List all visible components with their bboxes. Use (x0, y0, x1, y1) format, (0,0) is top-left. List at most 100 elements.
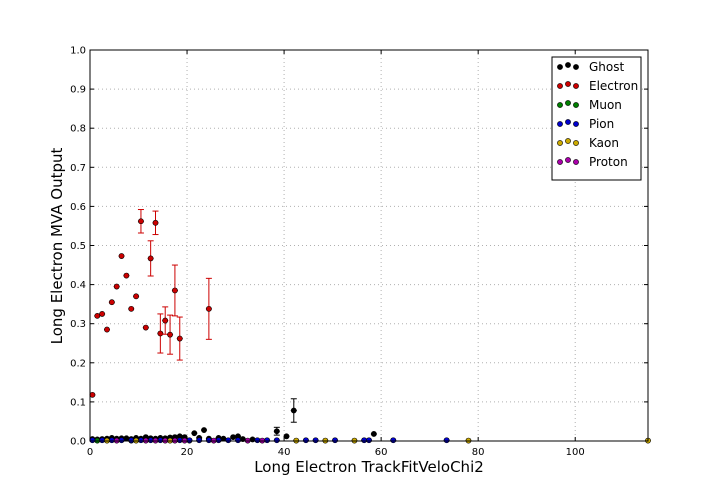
y-tick-label: 0.4 (70, 280, 86, 291)
legend-marker (573, 64, 579, 70)
data-point (147, 437, 154, 444)
y-tick-label: 0.8 (70, 124, 86, 135)
data-point (142, 324, 149, 331)
legend-marker (565, 62, 571, 68)
data-point (225, 437, 232, 444)
data-point (128, 305, 135, 312)
legend-item-ghost: Ghost (557, 60, 624, 74)
plot-frame (89, 49, 649, 442)
data-point (273, 428, 280, 435)
y-tick-label: 0.3 (70, 319, 86, 330)
y-tick-label: 0.2 (70, 358, 86, 369)
data-point (215, 437, 222, 444)
data-point (138, 437, 144, 444)
legend-marker (565, 119, 571, 125)
data-point (191, 430, 198, 437)
legend-marker (557, 159, 563, 165)
legend-marker (565, 157, 571, 163)
data-point (273, 437, 280, 444)
data-point (172, 287, 178, 294)
data-point (235, 437, 241, 444)
data-point (201, 427, 207, 433)
data-point (303, 437, 309, 444)
data-point (312, 437, 319, 444)
legend-label: Kaon (589, 136, 619, 150)
data-point (283, 433, 290, 440)
legend-marker (573, 121, 579, 127)
x-tick-label: 80 (472, 447, 485, 458)
legend-marker (557, 140, 563, 146)
data-point (254, 437, 261, 444)
data-point (118, 253, 125, 259)
data-point (104, 326, 110, 333)
legend-marker (565, 81, 571, 87)
data-point (205, 305, 212, 312)
legend-label: Electron (589, 79, 638, 93)
series-electron (89, 209, 212, 398)
y-tick-label: 1.0 (70, 46, 86, 57)
y-tick-label: 0.1 (70, 397, 86, 408)
legend-marker (557, 102, 563, 108)
x-tick-label: 100 (566, 447, 585, 458)
data-point (157, 437, 164, 444)
data-point (133, 293, 139, 300)
y-axis-label: Long Electron MVA Output (48, 148, 66, 345)
data-point (186, 437, 193, 444)
data-point (99, 437, 106, 444)
data-point (89, 391, 96, 398)
x-tick-label: 40 (278, 447, 291, 458)
legend-marker (573, 102, 579, 108)
legend: Ghost Electron Muon Pion Kaon Proton (551, 56, 642, 181)
legend-marker (557, 64, 563, 70)
series-pion (89, 437, 450, 444)
legend-marker (565, 100, 571, 106)
y-tick-label: 0.0 (70, 437, 86, 448)
data-point (366, 437, 372, 444)
legend-marker (573, 140, 579, 146)
data-point (332, 437, 338, 444)
data-point (113, 283, 120, 290)
legend-label: Ghost (589, 60, 624, 74)
data-point (108, 299, 115, 306)
legend-marker (557, 83, 563, 89)
y-tick-label: 0.5 (70, 241, 86, 252)
data-point (370, 431, 377, 437)
legend-item-muon: Muon (557, 98, 622, 112)
legend-label: Proton (589, 155, 628, 169)
y-axis-ticks: 0.0 0.1 0.2 0.3 0.4 0.5 0.6 0.7 0.8 0.9 1.0 (70, 46, 648, 448)
data-point (162, 317, 169, 324)
legend-label: Muon (589, 98, 622, 112)
legend-item-proton: Proton (557, 155, 628, 169)
data-point (264, 437, 271, 444)
data-point (123, 272, 130, 279)
x-tick-label: 0 (87, 447, 93, 458)
legend-marker (573, 83, 579, 89)
data-point (290, 407, 297, 414)
data-point (138, 218, 144, 225)
data-point (152, 219, 159, 226)
x-axis-ticks: 0 20 40 60 80 100 (87, 50, 585, 458)
legend-item-kaon: Kaon (557, 136, 619, 150)
x-axis-label: Long Electron TrackFitVeloChi2 (254, 458, 484, 476)
legend-marker (565, 138, 571, 144)
data-point (128, 437, 135, 444)
data-point (230, 434, 237, 440)
legend-marker (557, 121, 563, 127)
data-point (157, 330, 164, 337)
data-point (123, 435, 130, 442)
data-point (390, 437, 397, 444)
y-tick-label: 0.6 (70, 202, 86, 213)
data-point (196, 437, 203, 444)
data-point (89, 437, 96, 444)
data-point (205, 437, 212, 444)
data-point (147, 255, 154, 262)
data-point (118, 437, 125, 444)
data-point (220, 435, 227, 442)
data-point (94, 312, 101, 319)
data-point (443, 437, 450, 444)
legend-marker (573, 159, 579, 165)
legend-label: Pion (589, 117, 614, 131)
data-point (167, 331, 173, 338)
legend-item-pion: Pion (557, 117, 614, 131)
